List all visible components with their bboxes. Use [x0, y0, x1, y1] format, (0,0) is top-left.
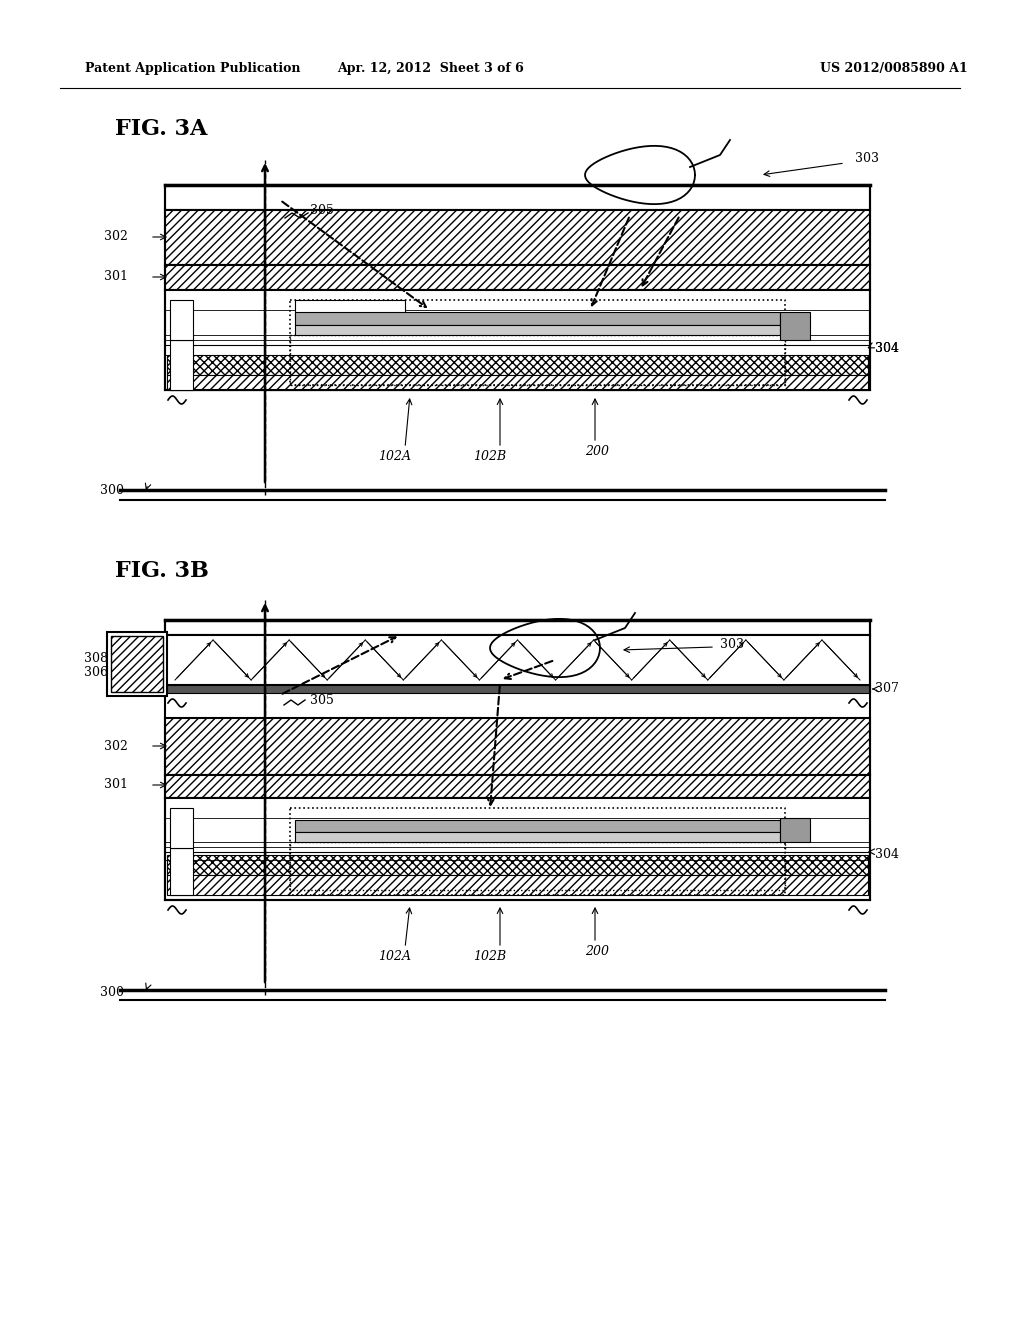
Bar [165, 775, 870, 799]
Text: 102B: 102B [473, 950, 507, 964]
Text: 200: 200 [585, 445, 609, 458]
Text: 303: 303 [720, 639, 744, 652]
Text: 306: 306 [84, 667, 108, 680]
Text: FIG. 3B: FIG. 3B [115, 560, 209, 582]
Bar [167, 875, 868, 895]
Bar [165, 185, 870, 210]
Bar [165, 635, 870, 685]
Bar [295, 832, 780, 842]
Bar [295, 300, 406, 318]
Text: 102B: 102B [473, 450, 507, 463]
Bar [165, 685, 870, 693]
Bar [165, 265, 870, 290]
Text: Apr. 12, 2012  Sheet 3 of 6: Apr. 12, 2012 Sheet 3 of 6 [337, 62, 523, 75]
Bar [170, 300, 193, 341]
Bar [170, 847, 193, 895]
Text: 300: 300 [100, 986, 124, 999]
Text: 304: 304 [874, 847, 899, 861]
Bar [111, 636, 163, 692]
Text: Patent Application Publication: Patent Application Publication [85, 62, 300, 75]
Text: 305: 305 [310, 693, 334, 706]
Text: 308: 308 [84, 652, 108, 665]
Bar [165, 210, 870, 265]
Bar [167, 855, 868, 875]
Bar [295, 325, 780, 335]
Bar [167, 375, 868, 389]
Text: 304: 304 [874, 342, 899, 355]
Text: 102A: 102A [379, 450, 412, 463]
Text: 200: 200 [585, 945, 609, 958]
Text: FIG. 3A: FIG. 3A [115, 117, 208, 140]
Text: 305: 305 [310, 203, 334, 216]
Bar [165, 799, 870, 900]
Text: 304: 304 [874, 342, 899, 355]
Bar [165, 718, 870, 775]
Text: 302: 302 [104, 739, 128, 752]
Text: 303: 303 [855, 152, 879, 165]
Bar [106, 632, 167, 696]
Text: 301: 301 [104, 271, 128, 284]
Bar [780, 818, 810, 842]
Bar [170, 808, 193, 847]
Bar [165, 620, 870, 635]
Bar [165, 290, 870, 389]
Text: 307: 307 [874, 681, 899, 694]
Bar [295, 312, 780, 325]
Bar [780, 312, 810, 341]
Bar [295, 820, 780, 832]
Text: 301: 301 [104, 779, 128, 792]
Bar [170, 341, 193, 389]
Text: 302: 302 [104, 231, 128, 243]
Bar [167, 355, 868, 375]
Text: 300: 300 [100, 483, 124, 496]
Text: US 2012/0085890 A1: US 2012/0085890 A1 [820, 62, 968, 75]
Text: 102A: 102A [379, 950, 412, 964]
